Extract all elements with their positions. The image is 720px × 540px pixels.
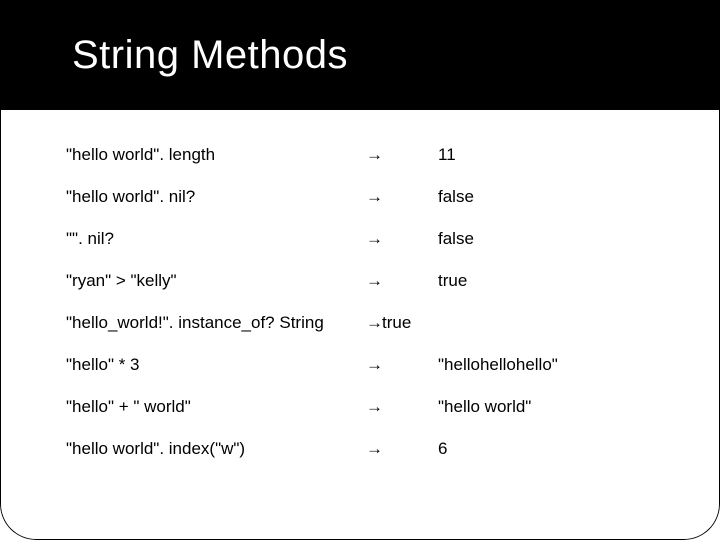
- arrow-icon: →: [360, 428, 432, 470]
- table-row: "hello world". index("w")→6: [60, 428, 660, 470]
- arrow-icon: →: [360, 260, 432, 302]
- methods-table: "hello world". length→11"hello world". n…: [60, 134, 660, 470]
- expression-cell: "hello" * 3: [60, 344, 360, 386]
- expression-cell: "". nil?: [60, 218, 360, 260]
- arrow-icon: →: [360, 344, 432, 386]
- arrow-icon: →: [360, 218, 432, 260]
- arrow-icon: →: [360, 134, 432, 176]
- table-row: "hello" * 3→"hellohellohello": [60, 344, 660, 386]
- result-cell: false: [432, 176, 660, 218]
- expression-cell: "hello world". nil?: [60, 176, 360, 218]
- table-row: "hello_world!". instance_of? String→true: [60, 302, 660, 344]
- table-row: "ryan" > "kelly"→true: [60, 260, 660, 302]
- table-row: "hello" + " world"→"hello world": [60, 386, 660, 428]
- result-cell: 11: [432, 134, 660, 176]
- result-cell: 6: [432, 428, 660, 470]
- expression-cell: "hello" + " world": [60, 386, 360, 428]
- arrow-icon: →: [360, 176, 432, 218]
- arrow-icon: →: [360, 386, 432, 428]
- result-cell: true: [432, 260, 660, 302]
- result-cell: "hellohellohello": [432, 344, 660, 386]
- expression-cell: "hello world". index("w"): [60, 428, 360, 470]
- table-row: "hello world". nil?→false: [60, 176, 660, 218]
- table-row: "hello world". length→11: [60, 134, 660, 176]
- slide-title: String Methods: [72, 33, 348, 78]
- result-cell: false: [432, 218, 660, 260]
- slide: String Methods "hello world". length→11"…: [0, 0, 720, 540]
- result-cell: true: [382, 302, 610, 344]
- slide-content: "hello world". length→11"hello world". n…: [0, 110, 720, 470]
- slide-header: String Methods: [0, 0, 720, 110]
- table-row: "". nil?→false: [60, 218, 660, 260]
- expression-cell: "hello world". length: [60, 134, 360, 176]
- expression-cell: "hello_world!". instance_of? String: [60, 302, 360, 344]
- expression-cell: "ryan" > "kelly": [60, 260, 360, 302]
- result-cell: "hello world": [432, 386, 660, 428]
